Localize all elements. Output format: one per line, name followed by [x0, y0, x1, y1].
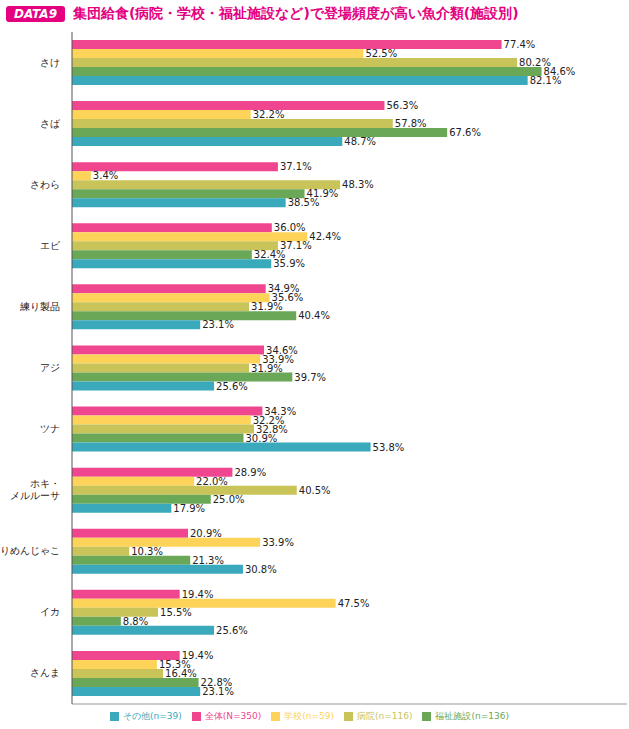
svg-text:8.8%: 8.8% — [123, 616, 148, 627]
svg-text:42.4%: 42.4% — [309, 231, 341, 242]
svg-text:さば: さば — [40, 118, 61, 129]
svg-text:21.3%: 21.3% — [192, 555, 224, 566]
html-text:全体(N=350): 全体(N=350) — [204, 711, 262, 721]
svg-text:52.5%: 52.5% — [365, 48, 397, 59]
html-text:学校(n=59): 学校(n=59) — [284, 711, 334, 721]
svg-text:32.4%: 32.4% — [253, 249, 286, 261]
svg-text:さけ: さけ — [40, 57, 60, 68]
svg-text:38.5%: 38.5% — [288, 197, 320, 208]
html-text:DATA9: DATA9 — [14, 7, 57, 21]
svg-text:さんま: さんま — [30, 667, 60, 678]
svg-text:28.9%: 28.9% — [234, 467, 266, 478]
svg-text:さわら: さわら — [30, 179, 60, 190]
svg-text:30.8%: 30.8% — [245, 564, 277, 575]
svg-text:40.4%: 40.4% — [298, 310, 330, 321]
svg-text:31.9%: 31.9% — [251, 363, 283, 374]
svg-text:57.8%: 57.8% — [395, 118, 427, 129]
svg-text:35.6%: 35.6% — [271, 292, 304, 304]
svg-text:19.4%: 19.4% — [182, 589, 214, 600]
svg-text:32.2%: 32.2% — [253, 109, 285, 120]
svg-text:25.6%: 25.6% — [216, 381, 248, 392]
svg-text:37.1%: 37.1% — [280, 161, 312, 172]
svg-text:34.6%: 34.6% — [266, 344, 298, 356]
html-text:福祉施設(n=136): 福祉施設(n=136) — [435, 711, 509, 721]
svg-text:ホキ・メルルーサ: ホキ・メルルーサ — [10, 478, 60, 501]
svg-text:80.2%: 80.2% — [519, 57, 551, 69]
svg-text:48.3%: 48.3% — [342, 179, 374, 190]
svg-text:25.0%: 25.0% — [213, 494, 245, 505]
svg-text:練り製品: 練り製品 — [19, 301, 60, 312]
svg-text:エビ: エビ — [40, 240, 61, 251]
svg-text:56.3%: 56.3% — [386, 100, 418, 111]
svg-text:23.1%: 23.1% — [202, 319, 234, 330]
svg-text:39.7%: 39.7% — [294, 372, 326, 383]
svg-text:53.8%: 53.8% — [373, 442, 405, 453]
svg-text:48.7%: 48.7% — [344, 136, 376, 147]
svg-text:22.8%: 22.8% — [200, 677, 233, 688]
svg-text:35.9%: 35.9% — [273, 258, 305, 269]
svg-text:ツナ: ツナ — [40, 423, 60, 434]
svg-text:20.9%: 20.9% — [190, 528, 222, 539]
svg-text:40.5%: 40.5% — [299, 485, 331, 496]
svg-text:イカ: イカ — [40, 606, 60, 617]
svg-text:15.5%: 15.5% — [160, 607, 192, 618]
svg-text:34.3%: 34.3% — [264, 405, 297, 417]
svg-text:30.9%: 30.9% — [245, 433, 277, 444]
svg-text:34.9%: 34.9% — [267, 283, 300, 295]
svg-text:32.8%: 32.8% — [256, 423, 288, 435]
svg-text:3.4%: 3.4% — [93, 170, 118, 181]
svg-text:15.3%: 15.3% — [158, 659, 191, 670]
svg-text:84.6%: 84.6% — [543, 66, 576, 78]
svg-text:31.9%: 31.9% — [251, 301, 283, 312]
svg-text:67.6%: 67.6% — [449, 127, 481, 138]
svg-text:47.5%: 47.5% — [338, 598, 370, 609]
html-text:病院(n=116): 病院(n=116) — [357, 711, 413, 721]
svg-text:16.4%: 16.4% — [165, 668, 197, 679]
svg-text:25.6%: 25.6% — [216, 625, 248, 636]
svg-text:36.0%: 36.0% — [274, 222, 306, 233]
svg-text:アジ: アジ — [40, 362, 60, 373]
svg-text:41.9%: 41.9% — [306, 188, 339, 200]
svg-text:ちりめんじゃこ: ちりめんじゃこ — [8, 545, 60, 556]
html-text:その他(n=39): その他(n=39) — [123, 711, 182, 721]
svg-text:37.1%: 37.1% — [279, 240, 312, 252]
svg-text:32.2%: 32.2% — [252, 414, 285, 426]
svg-text:10.3%: 10.3% — [131, 546, 163, 557]
svg-text:33.9%: 33.9% — [262, 537, 294, 548]
svg-text:22.0%: 22.0% — [196, 476, 228, 487]
html-text:集団給食(病院・学校・福祉施設など)で登場頻度が高い魚介類(: 集団給食(病院・学校・福祉施設など)で登場頻度が高い魚介類(施設別) — [73, 5, 519, 21]
svg-text:82.1%: 82.1% — [530, 75, 562, 86]
svg-text:33.9%: 33.9% — [262, 353, 294, 365]
svg-text:17.9%: 17.9% — [173, 503, 205, 514]
svg-text:77.4%: 77.4% — [504, 39, 536, 50]
svg-text:23.1%: 23.1% — [202, 686, 234, 697]
svg-text:19.4%: 19.4% — [181, 650, 214, 661]
